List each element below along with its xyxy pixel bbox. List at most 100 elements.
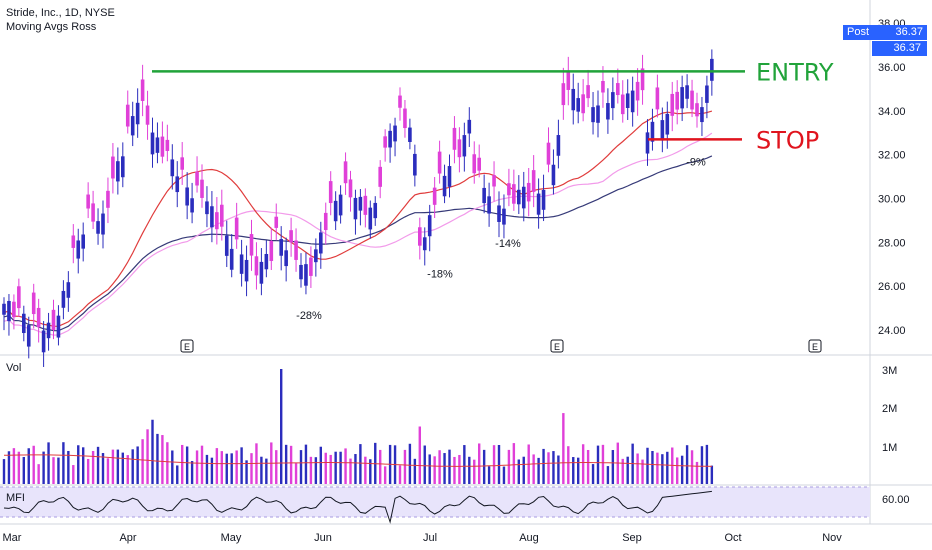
candle-body <box>220 204 224 227</box>
volume-label[interactable]: Vol <box>6 362 22 374</box>
candle-body <box>86 194 90 209</box>
volume-bar <box>200 445 204 484</box>
candle-body <box>418 227 422 246</box>
candle-body <box>467 119 472 134</box>
candle-body <box>56 315 61 338</box>
volume-bar <box>22 456 25 484</box>
volume-bar <box>676 457 679 484</box>
x-axis-label: Mar <box>3 532 22 544</box>
candle-body <box>323 212 328 231</box>
volume-bar <box>344 448 347 484</box>
price-tick-label: 26.00 <box>878 281 906 293</box>
indicator-title[interactable]: Moving Avgs Ross <box>6 21 97 33</box>
chart-header: Stride, Inc., 1D, NYSE Moving Avgs Ross <box>6 6 115 34</box>
candle-body <box>531 170 536 192</box>
volume-bar <box>710 465 714 484</box>
volume-bar <box>453 456 456 484</box>
candle-body <box>373 202 378 219</box>
volume-tick-label: 1M <box>882 442 897 454</box>
volume-bar <box>552 451 555 484</box>
volume-bar <box>567 446 570 484</box>
volume-bar <box>289 445 293 484</box>
price-tick-label: 24.00 <box>878 325 906 337</box>
volume-bar <box>220 451 223 484</box>
volume-bar <box>423 445 426 484</box>
candle-body <box>640 68 645 91</box>
candle-body <box>125 104 130 127</box>
candle-body <box>645 132 650 154</box>
candle-body <box>368 207 373 230</box>
volume-bar <box>487 466 491 484</box>
volume-bar <box>601 444 605 484</box>
last-price-badge: 36.37 <box>872 41 927 56</box>
volume-bar <box>329 454 332 484</box>
candle-body <box>31 292 36 315</box>
volume-bar <box>17 451 21 484</box>
volume-bar <box>47 442 50 484</box>
candle-body <box>541 189 546 210</box>
volume-bar <box>517 459 520 484</box>
volume-bar <box>176 465 179 484</box>
volume-bar <box>265 458 268 484</box>
volume-pane[interactable] <box>2 369 714 484</box>
volume-bar <box>507 449 511 484</box>
volume-bar <box>245 460 248 484</box>
price-tick-label: 28.00 <box>878 237 906 249</box>
candle-body <box>408 127 412 142</box>
volume-bar <box>418 426 421 484</box>
candle-body <box>675 91 679 110</box>
candle-body <box>343 161 348 184</box>
candle-body <box>224 235 229 256</box>
volume-bar <box>413 458 417 484</box>
candle-body <box>393 125 397 142</box>
volume-bar <box>448 449 451 484</box>
volume-bar <box>32 445 35 484</box>
x-axis-label: Aug <box>519 532 539 544</box>
volume-bar <box>522 456 525 484</box>
volume-bar <box>314 457 318 484</box>
candle-body <box>551 164 556 186</box>
price-tick-label: 36.00 <box>878 62 906 74</box>
mfi-tick-label: 60.00 <box>882 494 910 506</box>
volume-bar <box>67 450 70 484</box>
candle-body <box>635 81 640 101</box>
x-axis-label: Oct <box>724 532 741 544</box>
volume-bar <box>86 458 90 484</box>
candle-body <box>101 213 105 235</box>
candle-body <box>358 196 363 211</box>
volume-bar <box>458 454 461 484</box>
volume-bar <box>482 449 486 484</box>
volume-bar <box>299 450 303 484</box>
candle-body <box>432 187 437 205</box>
symbol-title[interactable]: Stride, Inc., 1D, NYSE <box>6 7 115 19</box>
volume-bar <box>339 451 342 484</box>
candle-body <box>41 330 46 353</box>
volume-bar <box>690 450 694 484</box>
candle-body <box>116 161 120 182</box>
candle-body <box>299 264 303 280</box>
candle-body <box>670 93 675 116</box>
volume-bar <box>581 444 585 484</box>
mfi-pane[interactable] <box>0 486 870 524</box>
volume-bar <box>294 463 298 484</box>
price-pane[interactable]: ENTRY STOP -28% -18% -14% -9% E E E <box>2 49 834 367</box>
candle-body <box>185 187 189 206</box>
volume-bar <box>398 465 402 484</box>
earnings-marker-label: E <box>184 342 190 352</box>
volume-bar <box>542 448 545 484</box>
candle-body <box>304 264 308 286</box>
candle-body <box>51 309 56 330</box>
candle-body <box>348 179 353 198</box>
candle-body <box>556 135 561 156</box>
candle-body <box>259 261 264 284</box>
volume-bar <box>57 457 60 484</box>
candle-body <box>700 107 704 123</box>
volume-bar <box>146 429 149 484</box>
candle-body <box>353 197 358 220</box>
x-axis-label: Apr <box>119 532 136 544</box>
candle-body <box>546 142 551 165</box>
volume-bar <box>210 457 214 484</box>
candle-body <box>328 181 333 204</box>
candle-body <box>487 196 491 214</box>
mfi-label[interactable]: MFI <box>6 492 25 504</box>
